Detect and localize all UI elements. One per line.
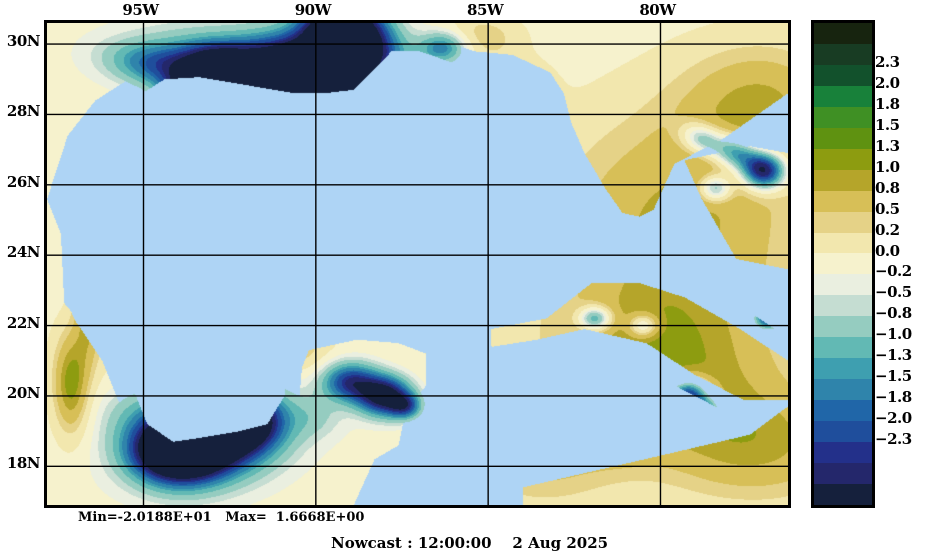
colorbar[interactable] [811, 20, 875, 508]
colorbar-tick: −0.8 [875, 304, 912, 323]
contour-field [47, 23, 788, 505]
min-max-statistics: Min=-2.0188E+01 Max= 1.6668E+00 [78, 510, 365, 525]
colorbar-band [814, 253, 872, 275]
colorbar-band [814, 43, 872, 65]
colorbar-tick: −0.2 [875, 262, 912, 281]
colorbar-tick: 2.0 [875, 73, 900, 92]
lat-tick-label: 30N [6, 32, 41, 51]
colorbar-band [814, 232, 872, 254]
colorbar-band [814, 295, 872, 317]
lon-tick-label: 80W [639, 1, 676, 19]
colorbar-tick: −1.8 [875, 388, 912, 407]
colorbar-band [814, 127, 872, 149]
map-plot-area[interactable] [44, 20, 791, 508]
colorbar-tick: −2.0 [875, 409, 912, 428]
colorbar-tick: 0.2 [875, 220, 900, 239]
colorbar-tick: −2.3 [875, 430, 912, 449]
colorbar-band [814, 400, 872, 422]
lat-tick-label: 26N [6, 172, 41, 191]
colorbar-band [814, 337, 872, 359]
colorbar-tick: −0.5 [875, 283, 912, 302]
colorbar-band [814, 274, 872, 296]
colorbar-band [814, 64, 872, 86]
nowcast-timestamp: Nowcast : 12:00:00 2 Aug 2025 [331, 534, 609, 552]
colorbar-tick: −1.0 [875, 325, 912, 344]
lat-tick-label: 18N [6, 454, 41, 473]
colorbar-tick: 1.5 [875, 115, 900, 134]
colorbar-tick: −1.3 [875, 346, 912, 365]
colorbar-tick: −1.5 [875, 367, 912, 386]
lat-tick-label: 22N [6, 313, 41, 332]
colorbar-band [814, 463, 872, 484]
longitude-axis: 95W 90W 85W 80W [0, 1, 926, 19]
colorbar-band [814, 316, 872, 338]
colorbar-band [814, 421, 872, 443]
colorbar-band [814, 148, 872, 170]
colorbar-tick-labels: 2.3 2.0 1.8 1.5 1.3 1.0 0.8 0.5 0.2 0.0 −0.2 −0.5 −0… [875, 20, 926, 502]
colorbar-tick: 0.0 [875, 241, 900, 260]
colorbar-band [814, 483, 872, 505]
colorbar-tick: 1.8 [875, 94, 900, 113]
colorbar-tick: 1.3 [875, 136, 900, 155]
colorbar-band [814, 85, 872, 107]
lat-tick-label: 20N [6, 383, 41, 402]
lat-tick-label: 24N [6, 243, 41, 262]
colorbar-band [814, 23, 872, 44]
lon-tick-label: 90W [294, 1, 332, 19]
lat-tick-label: 28N [6, 102, 41, 121]
colorbar-band [814, 106, 872, 128]
colorbar-tick: 0.5 [875, 199, 900, 218]
colorbar-band [814, 379, 872, 401]
colorbar-band [814, 169, 872, 191]
lon-tick-label: 85W [467, 1, 504, 19]
latitude-axis: 30N 28N 26N 24N 22N 20N 18N [0, 0, 44, 555]
colorbar-band [814, 442, 872, 464]
colorbar-band [814, 358, 872, 380]
lon-tick-label: 95W [122, 1, 159, 19]
colorbar-tick: 1.0 [875, 157, 900, 176]
colorbar-band [814, 211, 872, 233]
colorbar-band [814, 190, 872, 212]
colorbar-tick: 2.3 [875, 52, 900, 71]
colorbar-tick: 0.8 [875, 178, 900, 197]
